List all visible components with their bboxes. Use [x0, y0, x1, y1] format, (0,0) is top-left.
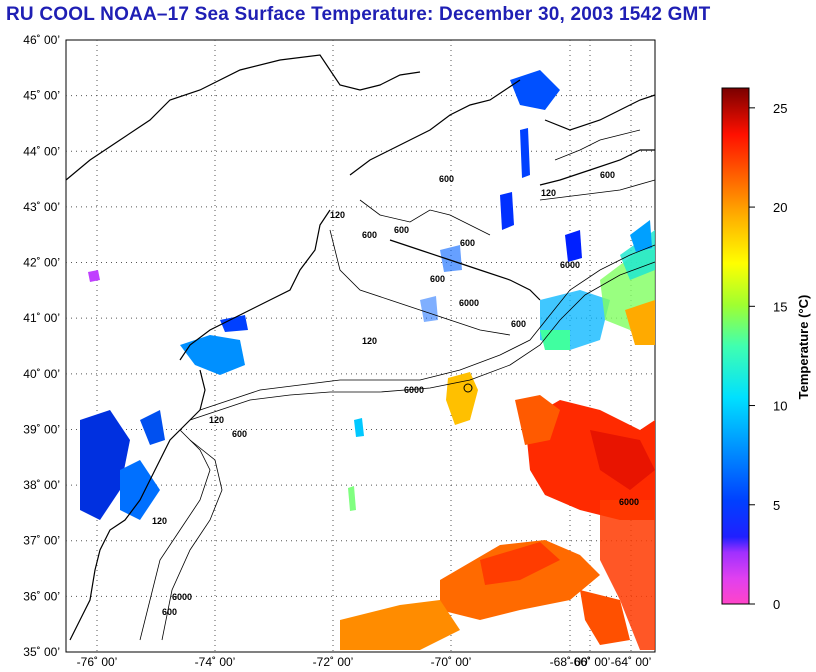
map-title: RU COOL NOAA–17 Sea Surface Temperature:… [6, 4, 711, 25]
sst-patch [600, 500, 655, 650]
latitude-label: 39˚ 00’ [23, 422, 60, 436]
warm-core-ring-marker [463, 383, 473, 393]
latitude-label: 41˚ 00’ [23, 311, 60, 325]
sst-data-layer [80, 70, 655, 650]
latitude-label: 45˚ 00’ [23, 89, 60, 103]
longitude-label: -66˚ 00’ [570, 655, 611, 669]
coastline [65, 54, 656, 641]
sst-patch [340, 600, 460, 650]
latitude-label: 43˚ 00’ [23, 200, 60, 214]
contour-label: 120 [330, 210, 345, 220]
latitude-label: 40˚ 00’ [23, 367, 60, 381]
contour-label: 600 [394, 225, 409, 235]
colorbar-tick-label: 0 [773, 597, 780, 612]
colorbar-title: Temperature (°C) [796, 295, 811, 400]
sst-patch [630, 220, 652, 252]
contour-label: 6000 [560, 260, 580, 270]
sst-patch [590, 430, 655, 490]
contour-label: 6000 [172, 592, 192, 602]
contour-label: 600 [511, 319, 526, 329]
colorbar-tick-label: 25 [773, 101, 787, 116]
contour-label: 600 [439, 174, 454, 184]
sst-patch [420, 296, 438, 322]
sst-patch [580, 590, 630, 645]
contour-label: 120 [209, 415, 224, 425]
sst-patch [440, 245, 462, 272]
latitude-label: 44˚ 00’ [23, 144, 60, 158]
sst-patch [510, 70, 560, 110]
sst-patch [354, 418, 364, 437]
contour-label: 600 [460, 238, 475, 248]
sst-patch [140, 410, 165, 445]
sst-patch [525, 400, 655, 520]
sst-patch [446, 372, 478, 425]
sst-patch [520, 128, 530, 178]
latitude-label: 46˚ 00’ [23, 33, 60, 47]
longitude-label: -74˚ 00’ [195, 655, 236, 669]
colorbar-tick-label: 10 [773, 399, 787, 414]
contour-label: 6000 [619, 497, 639, 507]
sst-patch [480, 542, 560, 585]
contour-label: 6000 [459, 298, 479, 308]
sst-patch [625, 300, 655, 345]
colorbar-ticks: 25 20 15 10 5 0 [749, 101, 787, 612]
contour-labels: 600 120 6000 600 600 600 120 6000 600 6000 600 120 6… [152, 170, 639, 617]
contour-label: 600 [162, 607, 177, 617]
bathymetry-contours [139, 129, 656, 641]
latitude-labels: 46˚ 00’ 45˚ 00’ 44˚ 00’ 43˚ 00’ 42˚ 00’ 41˚ 0… [23, 33, 60, 659]
longitude-label: -72˚ 00’ [313, 655, 354, 669]
latitude-label: 42˚ 00’ [23, 256, 60, 270]
longitude-labels: -76˚ 00’ -74˚ 00’ -72˚ 00’ -70˚ 00’ -68˚ 00’… [77, 655, 652, 669]
longitude-label: -76˚ 00’ [77, 655, 118, 669]
colorbar [721, 87, 750, 605]
latitude-label: 36˚ 00’ [23, 589, 60, 603]
contour-label: 600 [600, 170, 615, 180]
sst-patch [120, 460, 160, 520]
contour-label: 600 [362, 230, 377, 240]
colorbar-tick-label: 15 [773, 299, 787, 314]
sst-patch [88, 270, 100, 282]
sst-patch [180, 335, 245, 375]
contour-label: 120 [152, 516, 167, 526]
longitude-label: -68˚ 00’ [550, 655, 591, 669]
longitude-label: -70˚ 00’ [431, 655, 472, 669]
contour-label: 600 [232, 429, 247, 439]
contour-label: 600 [430, 274, 445, 284]
sst-patch [220, 315, 248, 332]
sst-patch [80, 410, 130, 520]
longitude-label: -64˚ 00’ [611, 655, 652, 669]
sst-patch [515, 395, 560, 445]
contour-label: 6000 [404, 385, 424, 395]
latitude-label: 35˚ 00’ [23, 645, 60, 659]
latitude-label: 38˚ 00’ [23, 478, 60, 492]
sst-patch [348, 486, 356, 511]
colorbar-tick-label: 5 [773, 498, 780, 513]
latitude-label: 37˚ 00’ [23, 534, 60, 548]
sst-patch [500, 192, 514, 230]
sst-patch [565, 230, 582, 262]
contour-label: 120 [541, 188, 556, 198]
colorbar-tick-label: 20 [773, 200, 787, 215]
contour-label: 120 [362, 336, 377, 346]
